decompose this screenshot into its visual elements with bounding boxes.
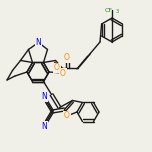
Text: O: O (54, 64, 60, 73)
Text: CF: CF (105, 7, 113, 12)
Text: N: N (42, 122, 47, 131)
Text: N: N (36, 38, 41, 47)
Text: N: N (42, 92, 47, 101)
Text: 3: 3 (115, 9, 119, 14)
Text: O: O (60, 69, 66, 78)
Text: O: O (64, 112, 70, 121)
Text: O: O (64, 54, 70, 62)
